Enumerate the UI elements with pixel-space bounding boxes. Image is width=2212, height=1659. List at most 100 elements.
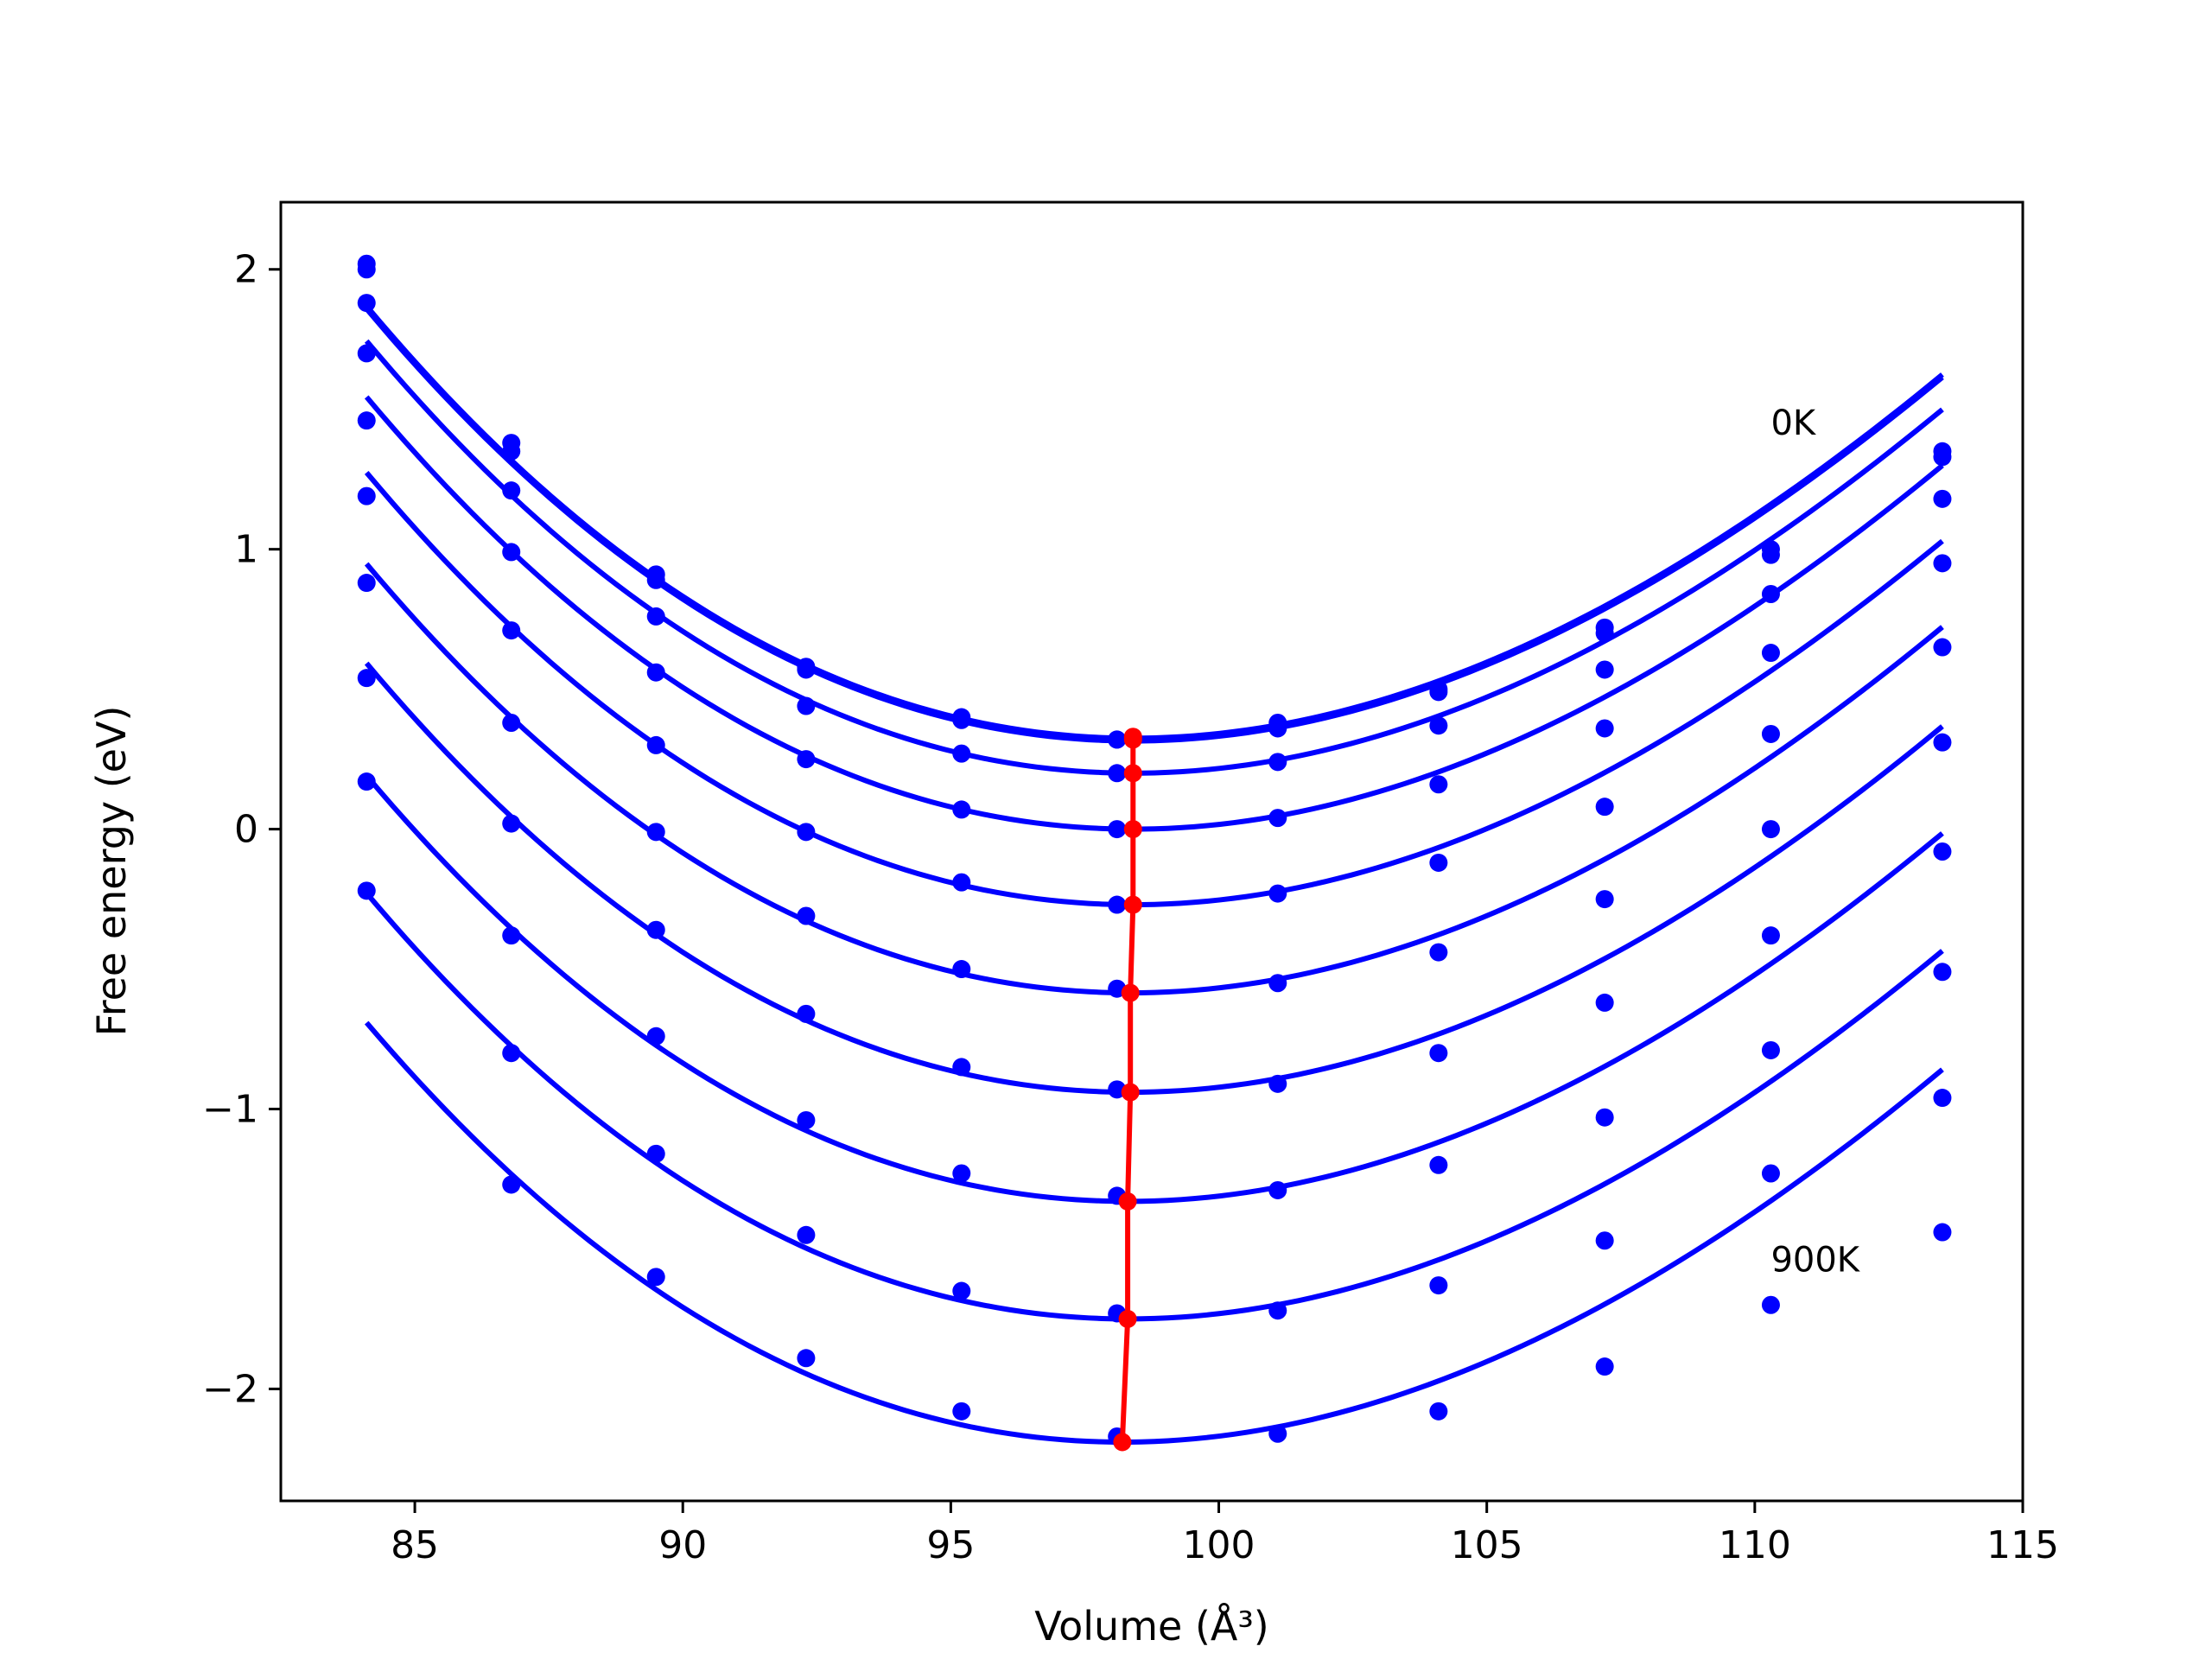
data-point-s2-p8 (1595, 660, 1614, 679)
data-point-s5-p0 (357, 486, 376, 505)
data-point-s2-p7 (1429, 716, 1448, 735)
data-point-s5-p6 (1268, 974, 1287, 993)
data-point-s9-p6 (1268, 1424, 1287, 1443)
equilibrium-point-4 (1123, 895, 1142, 914)
data-point-s4-p0 (357, 411, 376, 430)
fit-curve-5 (364, 562, 1944, 996)
data-point-s5-p3 (797, 906, 816, 925)
equilibrium-point-5 (1121, 983, 1140, 1002)
data-point-s6-p10 (1933, 842, 1952, 861)
y-tick-label-0: 0 (234, 808, 258, 852)
data-point-s4-p5 (1108, 895, 1127, 914)
data-point-s4-p4 (952, 873, 971, 892)
data-point-s2-p6 (1268, 753, 1287, 772)
fit-curve-3 (364, 395, 1944, 832)
y-axis-label: Free energy (eV) (88, 706, 135, 1037)
data-points (357, 254, 1952, 1446)
fit-curve-6 (364, 661, 1944, 1096)
data-point-s4-p1 (502, 621, 521, 640)
data-point-s7-p0 (357, 669, 376, 688)
data-point-s5-p4 (952, 960, 971, 979)
data-point-s9-p1 (502, 1175, 521, 1194)
data-point-s4-p10 (1933, 638, 1952, 657)
data-point-s2-p9 (1761, 584, 1780, 603)
data-point-s8-p6 (1268, 1301, 1287, 1320)
data-point-s1-p5 (1108, 730, 1127, 749)
x-tick-label-105: 105 (1451, 1523, 1523, 1567)
x-tick-label-90: 90 (658, 1523, 707, 1567)
data-point-s6-p1 (502, 814, 521, 833)
data-point-s1-p3 (797, 660, 816, 679)
data-point-s7-p1 (502, 926, 521, 945)
data-point-s7-p7 (1429, 1155, 1448, 1174)
x-axis-label: Volume (Å³) (1034, 1603, 1269, 1649)
data-point-s4-p2 (646, 735, 665, 754)
equilibrium-polyline (1119, 736, 1136, 1443)
data-point-s3-p8 (1595, 719, 1614, 738)
data-point-s1-p7 (1429, 683, 1448, 702)
data-point-s9-p8 (1595, 1357, 1614, 1376)
data-point-s5-p1 (502, 714, 521, 732)
data-point-s5-p7 (1429, 943, 1448, 962)
data-point-s3-p3 (797, 750, 816, 769)
equilibrium-point-2 (1123, 764, 1142, 783)
data-point-s7-p9 (1761, 1040, 1780, 1059)
data-point-s3-p1 (502, 543, 521, 562)
equilibrium-point-7 (1118, 1192, 1137, 1211)
plot-frame (279, 200, 2024, 1503)
data-point-s4-p7 (1429, 853, 1448, 872)
data-point-s1-p9 (1761, 545, 1780, 564)
data-point-s3-p5 (1108, 820, 1127, 839)
y-tick-label--2: −2 (202, 1367, 258, 1411)
data-point-s6-p0 (357, 574, 376, 593)
data-point-s2-p3 (797, 696, 816, 715)
data-point-s3-p9 (1761, 644, 1780, 663)
data-point-s3-p6 (1268, 809, 1287, 828)
data-point-s8-p0 (357, 772, 376, 791)
fit-curve-2 (364, 339, 1944, 776)
data-point-s7-p6 (1268, 1180, 1287, 1199)
equilibrium-point-1 (1123, 730, 1142, 749)
fit-curve-9 (364, 1020, 1944, 1445)
data-point-s1-p1 (502, 442, 521, 461)
data-point-s6-p8 (1595, 993, 1614, 1012)
data-point-s7-p2 (646, 1027, 665, 1046)
data-point-s2-p10 (1933, 489, 1952, 508)
data-point-s3-p10 (1933, 554, 1952, 573)
data-point-s6-p7 (1429, 1044, 1448, 1063)
data-point-s6-p3 (797, 1004, 816, 1023)
data-point-s7-p8 (1595, 1108, 1614, 1127)
axes: 85 90 95 100 105 110 115 −2 −1 0 1 2 (202, 200, 2059, 1567)
annotation-1: 900K (1770, 1240, 1860, 1280)
data-point-s2-p5 (1108, 764, 1127, 783)
data-point-s9-p0 (357, 881, 376, 900)
data-point-s8-p2 (646, 1144, 665, 1163)
data-point-s4-p8 (1595, 798, 1614, 817)
equilibrium-line (1113, 728, 1142, 1452)
data-point-s1-p8 (1595, 624, 1614, 643)
data-point-s2-p0 (357, 294, 376, 313)
data-point-s9-p3 (797, 1349, 816, 1368)
data-point-s3-p4 (952, 800, 971, 819)
data-point-s8-p8 (1595, 1231, 1614, 1250)
data-point-s9-p7 (1429, 1402, 1448, 1421)
data-point-s8-p1 (502, 1044, 521, 1063)
data-point-s4-p9 (1761, 724, 1780, 743)
data-point-s3-p0 (357, 344, 376, 363)
data-point-s7-p3 (797, 1110, 816, 1129)
equilibrium-point-6 (1121, 1083, 1140, 1102)
equilibrium-point-8 (1118, 1309, 1137, 1328)
data-point-s5-p10 (1933, 733, 1952, 752)
fit-curve-1 (364, 307, 1944, 744)
data-point-s1-p10 (1933, 448, 1952, 467)
data-point-s6-p2 (646, 920, 665, 939)
data-point-s8-p3 (797, 1225, 816, 1244)
data-point-s2-p4 (952, 744, 971, 763)
equilibrium-point-9 (1113, 1433, 1132, 1452)
data-point-s5-p2 (646, 823, 665, 842)
data-point-s7-p10 (1933, 963, 1952, 982)
data-point-s5-p9 (1761, 820, 1780, 839)
fit-curve-4 (364, 470, 1944, 908)
